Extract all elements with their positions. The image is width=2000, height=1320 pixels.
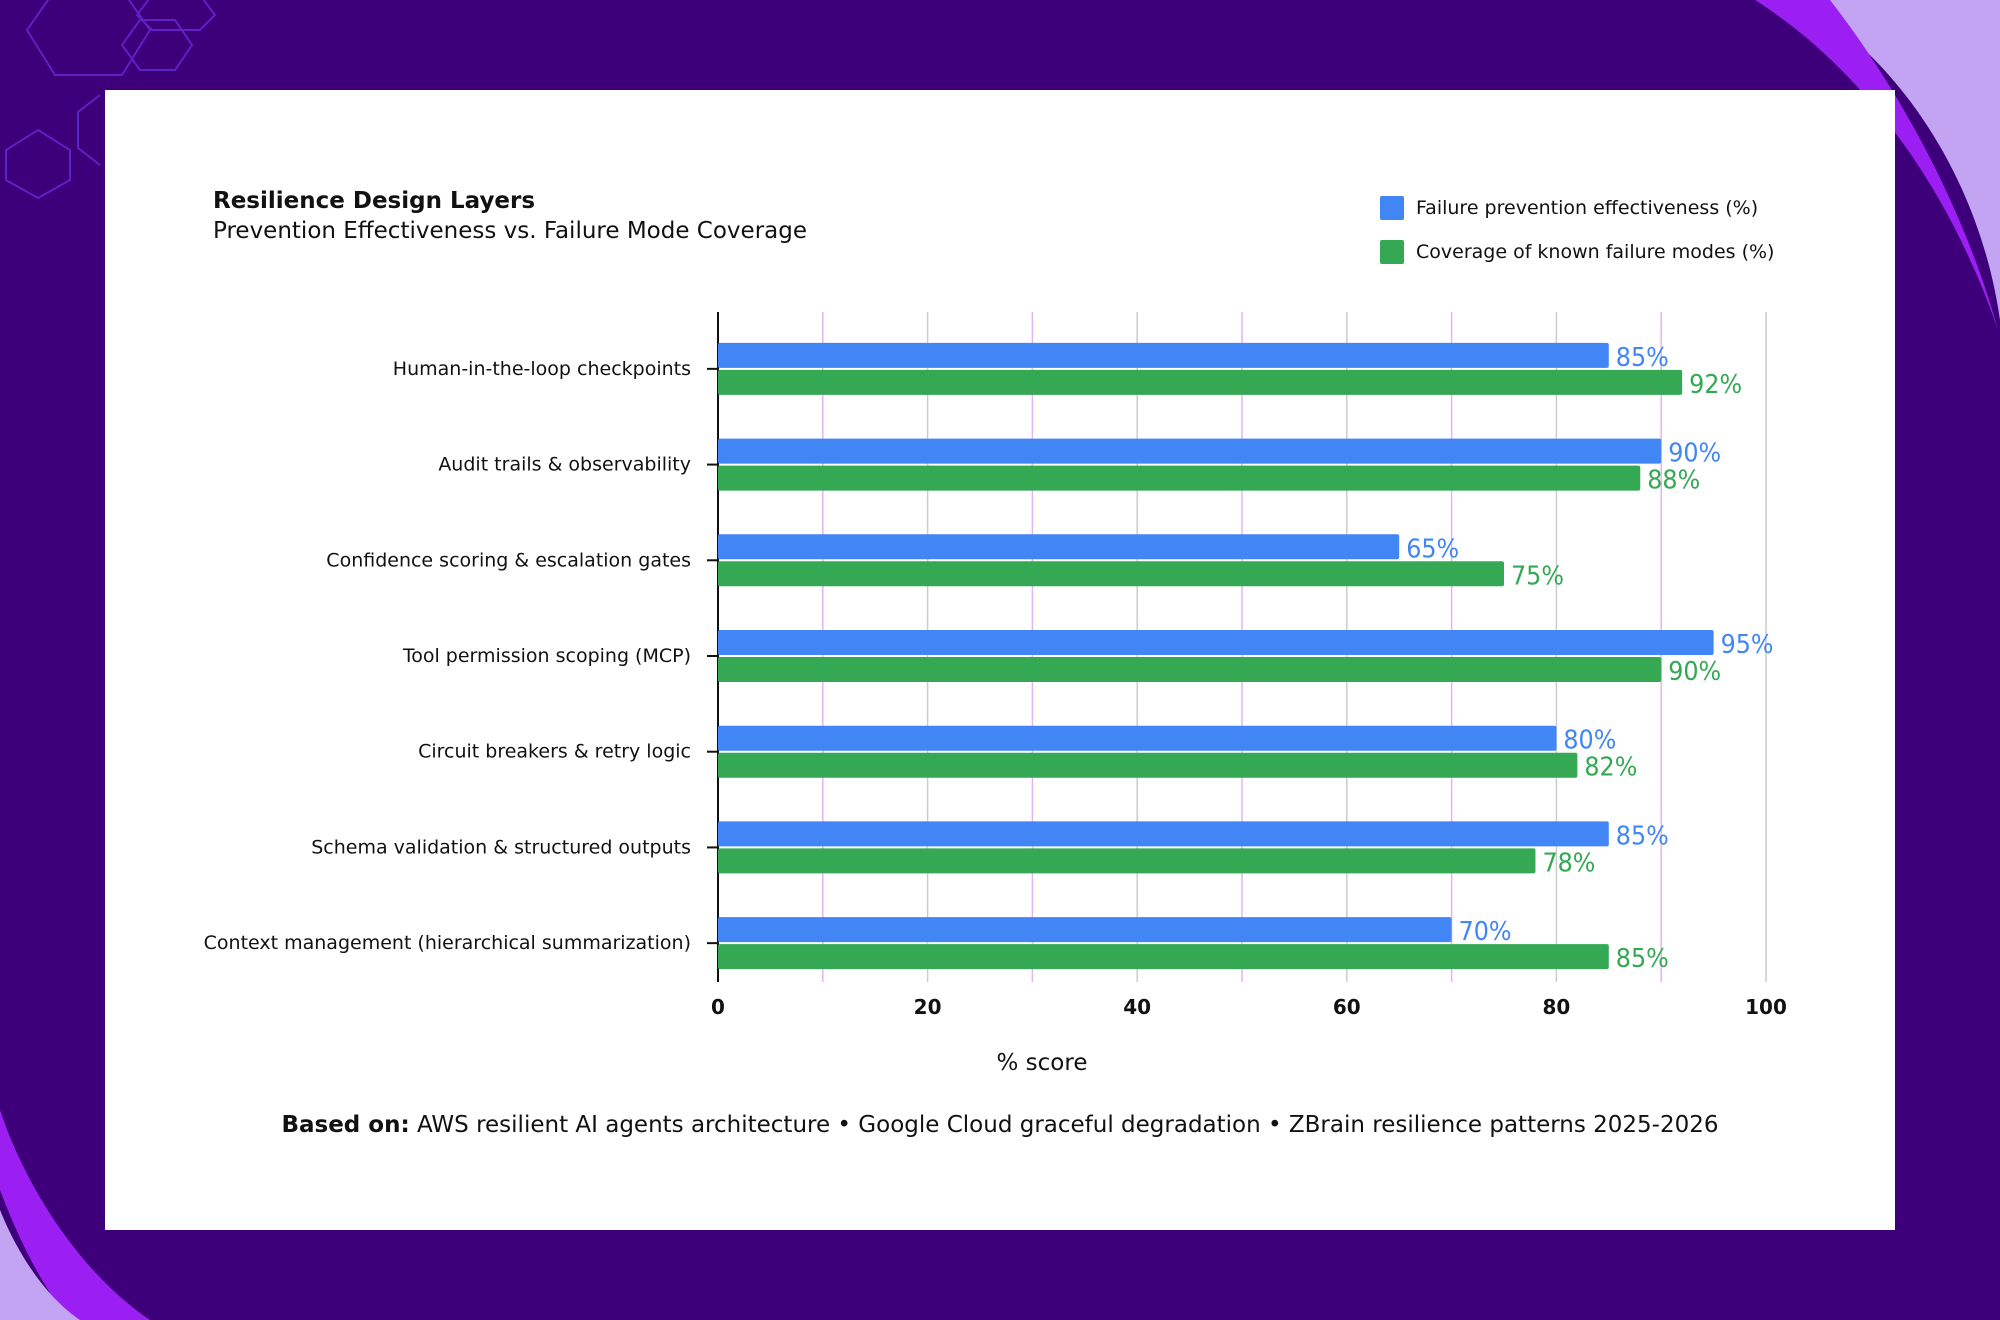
data-label-coverage: 88% [1647,466,1700,496]
chart-card: Resilience Design Layers Prevention Effe… [105,90,1895,1230]
x-tick-label: 20 [914,995,942,1019]
bar-coverage [718,848,1536,874]
y-category-label: Confidence scoring & escalation gates [326,549,691,571]
y-category-label: Circuit breakers & retry logic [418,741,691,763]
swoosh-bottom-left-lavender [0,1210,80,1320]
hexagon-pattern [5,0,217,200]
y-category-label: Human-in-the-loop checkpoints [393,358,691,380]
data-label-coverage: 85% [1616,944,1669,974]
legend-label-coverage: Coverage of known failure modes (%) [1416,241,1775,263]
footer-label: Based on: [281,1112,410,1138]
x-tick-label: 40 [1123,995,1151,1019]
y-category-label: Audit trails & observability [438,454,691,476]
data-label-prevention: 65% [1406,534,1459,564]
bar-prevention [718,534,1400,560]
source-footer: Based on: AWS resilient AI agents archit… [105,1112,1895,1138]
x-tick-label: 80 [1542,995,1570,1019]
swoosh-bottom-left-purple [0,1110,150,1320]
bar-prevention [718,438,1662,464]
data-label-prevention: 80% [1563,726,1616,756]
y-category-label: Context management (hierarchical summari… [204,932,691,954]
data-label-prevention: 70% [1459,917,1512,947]
x-axis-label: % score [997,1050,1088,1076]
y-category-label: Schema validation & structured outputs [311,836,691,858]
bar-prevention [718,821,1609,847]
legend-swatch-prevention [1380,196,1404,220]
bar-chart: 0 20 40 60 80 100 % score Human-in-the-loop che… [204,312,1787,1076]
bar-coverage [718,369,1683,395]
bar-coverage [718,657,1662,682]
bar-coverage [718,944,1609,970]
legend: Failure prevention effectiveness (%) Cov… [1380,186,1774,274]
data-label-coverage: 78% [1542,848,1595,878]
x-tick-label: 60 [1333,995,1361,1019]
chart-title: Resilience Design Layers [213,188,536,214]
bar-prevention [718,725,1557,751]
x-tick-label: 0 [711,995,725,1019]
chart-subtitle: Prevention Effectiveness vs. Failure Mod… [213,218,807,244]
bar-prevention [718,630,1714,655]
data-label-prevention: 85% [1616,821,1669,851]
x-tick-label: 100 [1745,995,1787,1019]
legend-item-coverage: Coverage of known failure modes (%) [1380,230,1774,274]
data-label-coverage: 82% [1584,753,1637,783]
swoosh-top-right-lavender [1800,0,2000,320]
y-category-label: Tool permission scoping (MCP) [402,645,691,667]
data-label-prevention: 95% [1721,630,1774,660]
data-label-prevention: 90% [1668,439,1721,469]
bar-coverage [718,465,1641,491]
data-label-prevention: 85% [1616,343,1669,373]
data-label-coverage: 92% [1689,370,1742,400]
legend-item-prevention: Failure prevention effectiveness (%) [1380,186,1774,230]
data-label-coverage: 90% [1668,657,1721,687]
bar-coverage [718,561,1504,587]
legend-swatch-coverage [1380,240,1404,264]
data-label-coverage: 75% [1511,561,1564,591]
bar-prevention [718,342,1609,368]
swoosh-top-right-purple [1755,0,1998,330]
legend-label-prevention: Failure prevention effectiveness (%) [1416,197,1759,219]
footer-text: AWS resilient AI agents architecture • G… [416,1112,1719,1138]
bar-prevention [718,917,1452,943]
bar-coverage [718,752,1578,778]
